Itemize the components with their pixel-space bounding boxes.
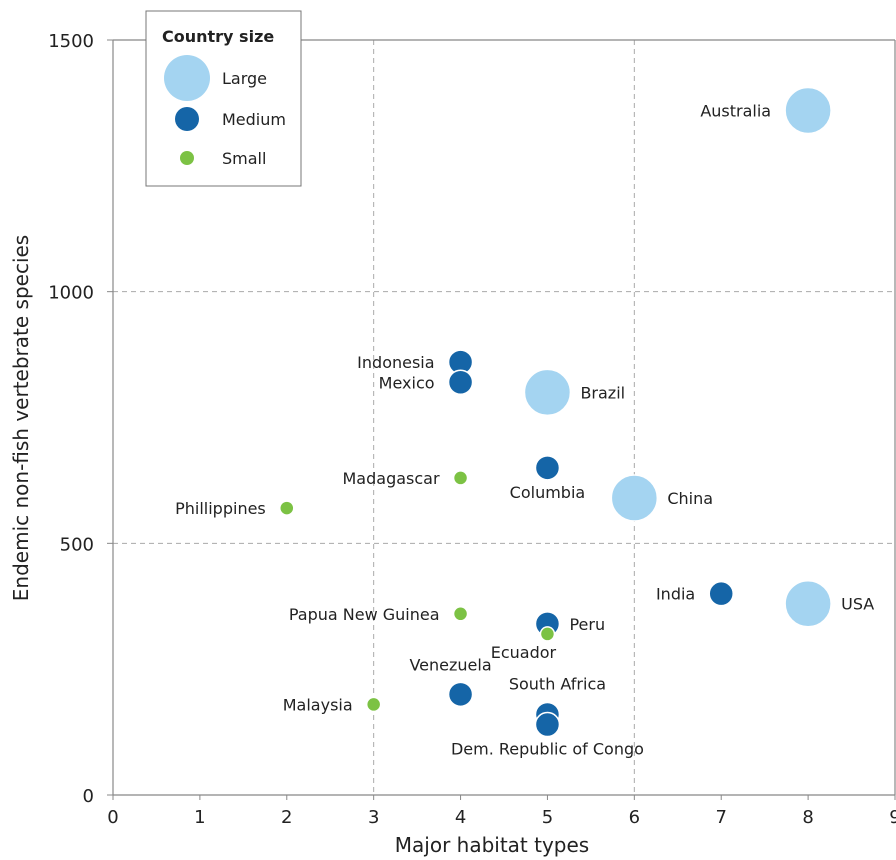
point-label: Brazil (580, 383, 625, 402)
point-label: Indonesia (357, 353, 434, 372)
x-tick-label: 2 (281, 807, 292, 828)
point-label: Papua New Guinea (289, 605, 440, 624)
x-tick-label: 8 (802, 807, 813, 828)
point-label: Malaysia (283, 695, 353, 714)
x-tick-label: 3 (368, 807, 379, 828)
y-tick-label: 0 (83, 786, 94, 807)
y-tick-label: 500 (60, 534, 94, 555)
data-point (539, 626, 556, 642)
x-tick-label: 1 (194, 807, 205, 828)
point-label: Australia (700, 101, 771, 120)
legend: Country size Large Medium Small (145, 10, 302, 187)
data-point (279, 500, 295, 516)
point-label: Columbia (510, 483, 586, 502)
legend-box (145, 10, 302, 187)
x-tick-label: 6 (629, 807, 640, 828)
data-point (452, 606, 469, 622)
legend-marker-small (180, 151, 194, 165)
data-point (534, 711, 561, 738)
data-point (708, 580, 734, 607)
gridlines (113, 40, 895, 795)
point-label: Madagascar (343, 469, 440, 488)
point-label: China (667, 489, 713, 508)
data-point (784, 579, 832, 628)
legend-marker-medium (175, 107, 199, 131)
data-point (365, 696, 382, 713)
point-label: Phillippines (175, 499, 266, 518)
point-label: India (656, 585, 695, 604)
point-label: USA (841, 595, 874, 614)
y-axis-title: Endemic non-fish vertebrate species (9, 235, 33, 601)
y-tick-label: 1500 (48, 31, 94, 52)
legend-entries: Large Medium Small (164, 55, 286, 168)
point-label: Mexico (379, 373, 435, 392)
data-point (610, 474, 659, 522)
x-tick-label: 4 (455, 807, 466, 828)
point-label: Ecuador (491, 643, 557, 662)
legend-label-large: Large (222, 69, 267, 88)
legend-title: Country size (162, 27, 274, 46)
y-tick-label: 1000 (48, 283, 94, 304)
point-label: Dem. Republic of Congo (451, 740, 644, 759)
legend-label-small: Small (222, 149, 266, 168)
data-points (279, 86, 832, 738)
tick-labels: 0 1 2 3 4 5 6 7 8 9 0 500 1000 1500 (48, 31, 896, 828)
data-point (452, 470, 469, 486)
data-point (447, 369, 474, 396)
x-axis-title: Major habitat types (395, 833, 589, 857)
x-tick-label: 0 (107, 807, 118, 828)
data-point (784, 86, 832, 135)
data-point (523, 368, 572, 417)
legend-marker-large (164, 55, 210, 101)
point-label: Venezuela (409, 655, 491, 674)
x-tick-label: 9 (889, 807, 896, 828)
x-tick-label: 7 (715, 807, 726, 828)
x-tick-label: 5 (542, 807, 553, 828)
data-point (447, 681, 474, 708)
point-label: South Africa (509, 674, 606, 693)
point-label: Peru (569, 615, 605, 634)
data-point (534, 455, 561, 481)
legend-label-medium: Medium (222, 110, 286, 129)
